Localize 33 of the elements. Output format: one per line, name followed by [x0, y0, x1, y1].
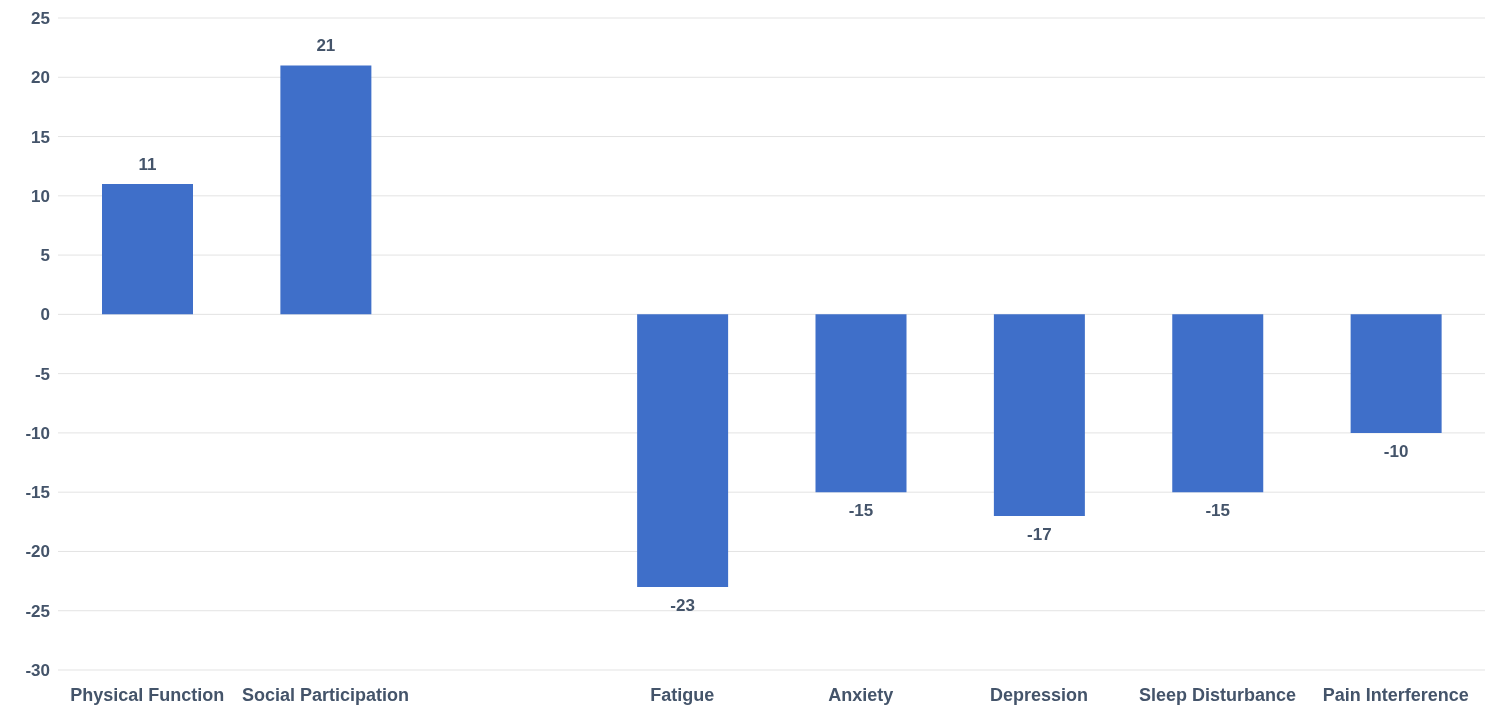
bar	[815, 314, 907, 493]
data-label: 11	[138, 154, 157, 174]
y-tick-label: 15	[31, 127, 50, 147]
data-label: -10	[1383, 441, 1409, 461]
x-tick-label: Physical Function	[70, 684, 225, 705]
y-tick-label: 10	[31, 186, 50, 206]
bar	[1350, 314, 1442, 433]
x-tick-label: Social Participation	[242, 684, 410, 705]
data-label: -15	[1205, 501, 1231, 521]
y-tick-label: 20	[31, 68, 50, 88]
bar	[102, 183, 193, 315]
y-tick-label: -5	[34, 364, 50, 384]
y-tick-label: 5	[40, 246, 50, 266]
y-tick-label: -20	[25, 542, 50, 562]
data-label: -15	[848, 501, 874, 521]
y-tick-label: -10	[25, 423, 50, 443]
data-label: 21	[316, 36, 336, 56]
x-tick-label: Sleep Disturbance	[1138, 684, 1296, 705]
x-tick-label: Fatigue	[650, 684, 715, 705]
y-tick-label: -15	[25, 483, 50, 503]
y-tick-label: -30	[25, 661, 50, 681]
y-tick-label: -25	[25, 601, 50, 621]
x-tick-label: Depression	[990, 684, 1089, 705]
x-tick-label: Pain Interference	[1322, 684, 1469, 705]
bar	[993, 314, 1085, 516]
data-label: -17	[1027, 524, 1052, 544]
y-tick-label: 0	[40, 305, 50, 325]
bar	[637, 314, 729, 588]
bar	[1172, 314, 1264, 493]
bar	[280, 65, 372, 315]
x-tick-label: Anxiety	[828, 684, 894, 705]
data-label: -23	[670, 596, 695, 616]
y-tick-label: 25	[31, 9, 50, 29]
